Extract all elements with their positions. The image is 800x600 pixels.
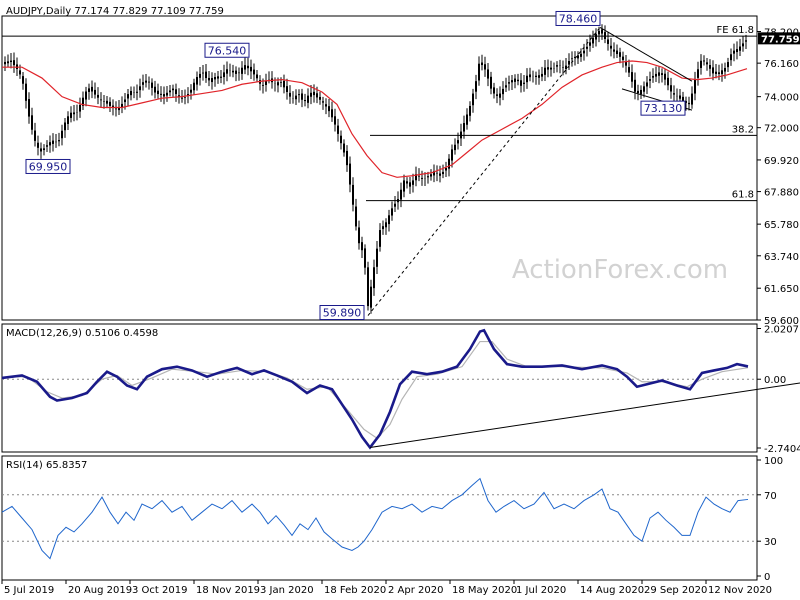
rsi-tick-label: 0 bbox=[764, 572, 770, 583]
price-panel-title: AUDJPY,Daily 77.174 77.829 77.109 77.759 bbox=[6, 6, 224, 17]
macd-trend-line bbox=[369, 382, 800, 448]
panel-frame-1 bbox=[1, 15, 758, 321]
level-label: 38.2 bbox=[732, 124, 754, 135]
macd-tick-label: 2.0207 bbox=[764, 325, 799, 336]
time-tick-label: 29 Sep 2020 bbox=[644, 585, 707, 596]
price-tick-label: 76.160 bbox=[764, 59, 799, 70]
time-tick-label: 18 Feb 2020 bbox=[324, 585, 386, 596]
price-tick-label: 61.650 bbox=[764, 284, 799, 295]
time-tick-label: 20 Aug 2019 bbox=[68, 585, 132, 596]
price-tick-label: 69.920 bbox=[764, 156, 799, 167]
time-tick-label: 14 Aug 2020 bbox=[580, 585, 644, 596]
watermark: ActionForex.com bbox=[512, 255, 728, 285]
time-tick-label: 18 Nov 2019 bbox=[196, 585, 260, 596]
price-label-73-130: 73.130 bbox=[644, 102, 683, 115]
price-tick-label: 63.740 bbox=[764, 252, 799, 263]
price-label-69-950: 69.950 bbox=[29, 160, 68, 173]
rsi-tick-label: 30 bbox=[764, 537, 777, 548]
moving-average-line bbox=[2, 60, 748, 178]
rsi-tick-label: 70 bbox=[764, 491, 777, 502]
macd-line bbox=[1, 328, 749, 450]
last-price-text: 77.759 bbox=[761, 34, 800, 45]
price-label-box bbox=[555, 10, 601, 26]
level-label: FE 61.8 bbox=[716, 25, 754, 36]
rsi-panel-title: RSI(14) 65.8357 bbox=[6, 460, 87, 471]
rsi-line bbox=[1, 477, 749, 560]
price-tick-label: 72.000 bbox=[764, 124, 799, 135]
price-label-box bbox=[640, 100, 686, 116]
last-price-tag bbox=[758, 32, 800, 45]
macd-signal-line bbox=[1, 340, 749, 439]
panel-frame-2 bbox=[1, 323, 758, 453]
price-label-59-890: 59.890 bbox=[323, 307, 362, 320]
price-tick-label: 74.000 bbox=[764, 93, 799, 104]
level-label: 61.8 bbox=[732, 190, 754, 201]
price-label-box bbox=[204, 42, 250, 58]
time-tick-label: 18 May 2020 bbox=[452, 585, 517, 596]
price-label-76-540: 76.540 bbox=[208, 44, 247, 57]
price-label-box bbox=[25, 158, 71, 174]
panel-frame-3 bbox=[1, 455, 758, 581]
rsi-tick-label: 100 bbox=[764, 456, 783, 467]
macd-tick-label: -2.7404 bbox=[764, 444, 800, 455]
channel-line-1 bbox=[599, 27, 693, 82]
price-label-78-460: 78.460 bbox=[559, 12, 598, 25]
time-tick-label: 3 Jan 2020 bbox=[260, 585, 314, 596]
time-tick-label: 1 Jul 2020 bbox=[516, 585, 566, 596]
time-tick-label: 5 Jul 2019 bbox=[4, 585, 54, 596]
macd-panel-title: MACD(12,26,9) 0.5106 0.4598 bbox=[6, 328, 158, 339]
trend-dashed-line bbox=[367, 27, 601, 316]
time-tick-label: 3 Oct 2019 bbox=[132, 585, 187, 596]
price-tick-label: 59.600 bbox=[764, 316, 799, 327]
time-tick-label: 2 Apr 2020 bbox=[388, 585, 443, 596]
price-tick-label: 65.780 bbox=[764, 220, 799, 231]
price-tick-label: 67.880 bbox=[764, 188, 799, 199]
time-tick-label: 12 Nov 2020 bbox=[708, 585, 772, 596]
macd-tick-label: 0.00 bbox=[764, 375, 786, 386]
price-label-box bbox=[319, 305, 365, 321]
